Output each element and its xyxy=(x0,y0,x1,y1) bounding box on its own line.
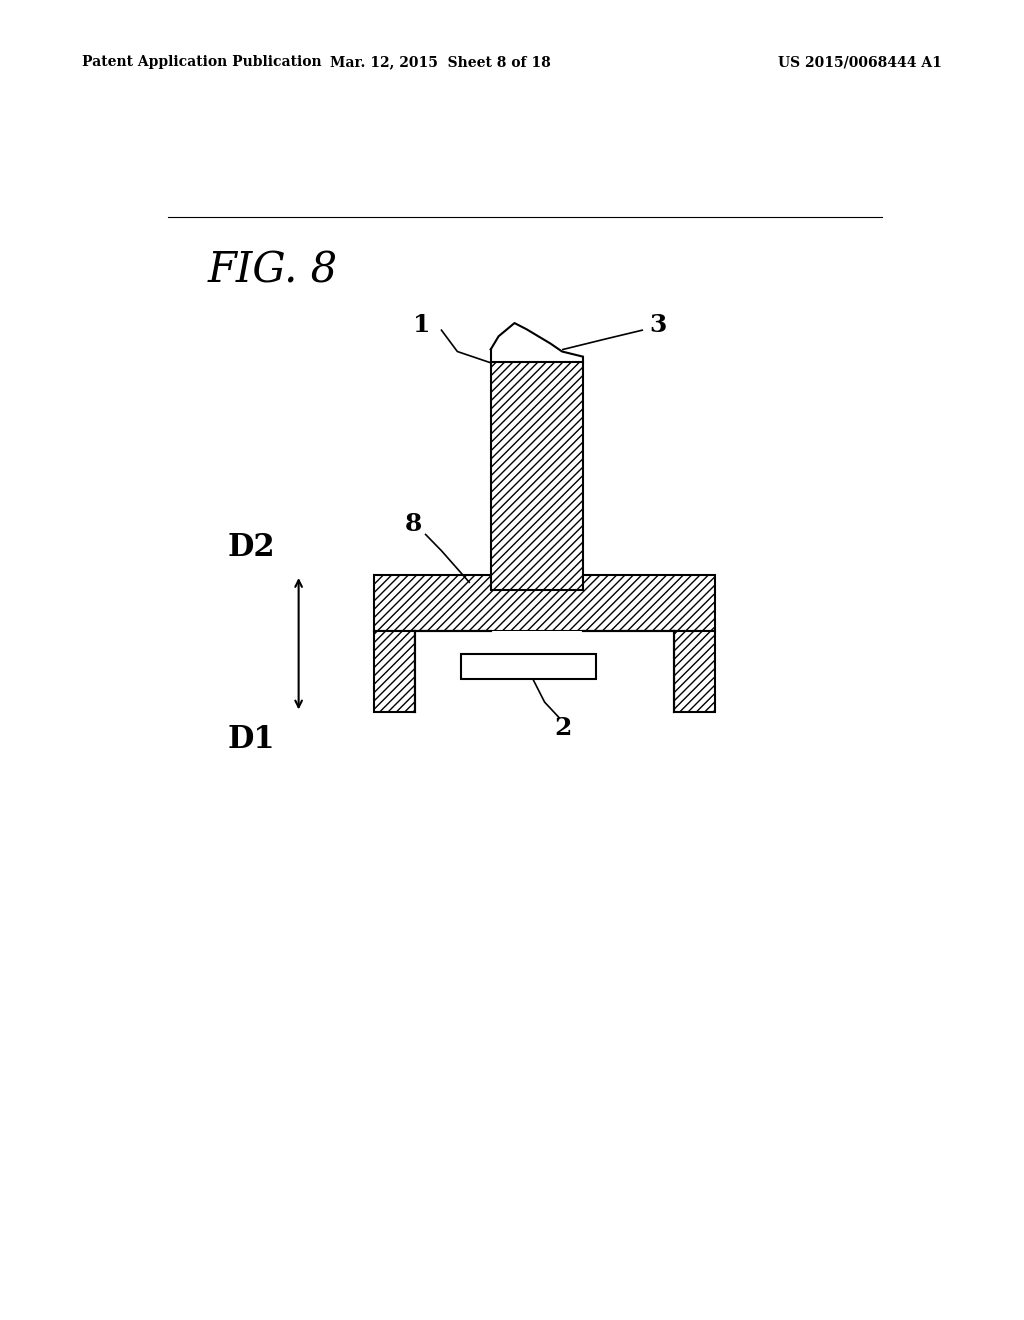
Text: 3: 3 xyxy=(649,313,667,337)
Bar xyxy=(674,631,715,713)
Bar xyxy=(374,631,416,713)
Text: 2: 2 xyxy=(554,715,571,739)
Text: Patent Application Publication: Patent Application Publication xyxy=(82,55,322,69)
Text: US 2015/0068444 A1: US 2015/0068444 A1 xyxy=(778,55,942,69)
Text: 1: 1 xyxy=(413,313,430,337)
Text: FIG. 8: FIG. 8 xyxy=(207,249,338,292)
Bar xyxy=(416,631,674,713)
Bar xyxy=(374,576,715,631)
Text: D1: D1 xyxy=(227,725,274,755)
Text: D2: D2 xyxy=(227,532,274,564)
Bar xyxy=(490,362,583,590)
Bar xyxy=(461,655,596,678)
Text: Mar. 12, 2015  Sheet 8 of 18: Mar. 12, 2015 Sheet 8 of 18 xyxy=(330,55,551,69)
Text: 8: 8 xyxy=(406,512,422,536)
